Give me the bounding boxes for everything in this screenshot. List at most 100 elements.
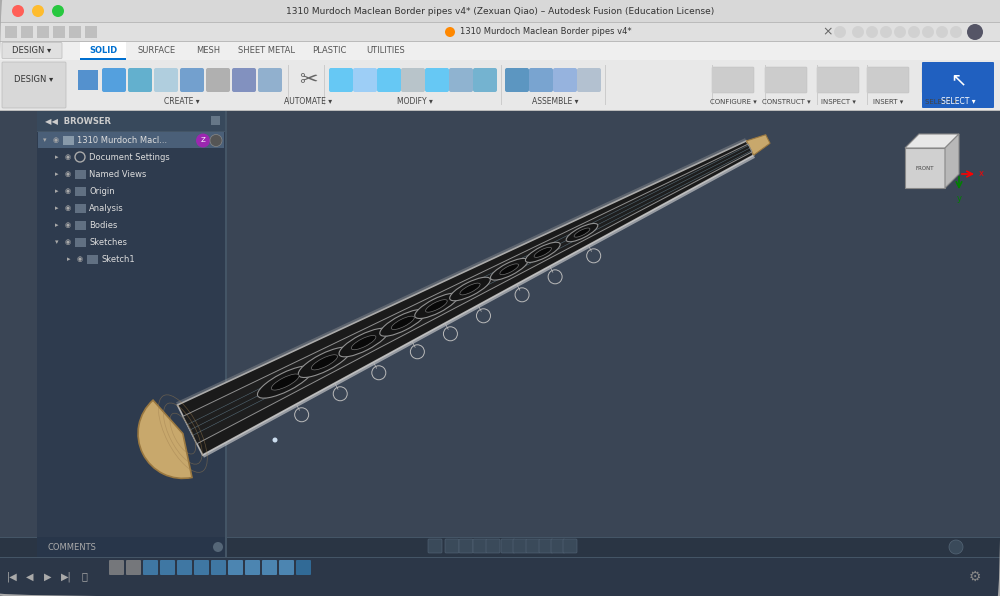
FancyBboxPatch shape — [401, 68, 425, 92]
Text: SELECT ▾: SELECT ▾ — [925, 99, 957, 105]
Bar — [80, 57, 126, 60]
Bar — [75, 204, 86, 213]
Bar — [0, 23, 1000, 41]
Circle shape — [32, 5, 44, 17]
Text: Z: Z — [201, 138, 205, 144]
Ellipse shape — [391, 316, 414, 330]
Ellipse shape — [460, 283, 480, 295]
Bar — [0, 537, 1000, 557]
Bar — [0, 0, 1000, 22]
Bar — [75, 238, 86, 247]
Circle shape — [880, 26, 892, 38]
Circle shape — [852, 26, 864, 38]
FancyBboxPatch shape — [553, 68, 577, 92]
Circle shape — [967, 24, 983, 40]
Text: ▸: ▸ — [55, 188, 58, 194]
Text: PLASTIC: PLASTIC — [312, 46, 346, 55]
FancyBboxPatch shape — [177, 560, 192, 575]
Text: ◉: ◉ — [65, 172, 71, 178]
FancyBboxPatch shape — [245, 560, 260, 575]
Bar — [37, 111, 225, 131]
FancyBboxPatch shape — [817, 67, 859, 93]
Text: 1310 Murdoch Maclean Border pipes v4*: 1310 Murdoch Maclean Border pipes v4* — [460, 27, 632, 36]
Ellipse shape — [500, 264, 519, 275]
FancyBboxPatch shape — [128, 68, 152, 92]
FancyBboxPatch shape — [232, 68, 256, 92]
Polygon shape — [746, 135, 770, 155]
Ellipse shape — [450, 277, 490, 301]
Bar — [605, 65, 606, 105]
FancyBboxPatch shape — [160, 560, 175, 575]
Text: MESH: MESH — [196, 46, 220, 55]
Bar — [0, 110, 1000, 111]
FancyBboxPatch shape — [2, 42, 62, 58]
FancyBboxPatch shape — [126, 560, 141, 575]
Circle shape — [210, 135, 222, 147]
FancyBboxPatch shape — [526, 539, 540, 553]
Ellipse shape — [525, 242, 560, 262]
Bar — [75, 170, 86, 179]
FancyBboxPatch shape — [279, 560, 294, 575]
Bar — [712, 65, 713, 105]
Bar — [501, 65, 502, 105]
Text: Named Views: Named Views — [89, 170, 146, 179]
Bar — [75, 221, 86, 230]
FancyBboxPatch shape — [180, 68, 204, 92]
Polygon shape — [176, 138, 746, 405]
FancyBboxPatch shape — [228, 560, 243, 575]
FancyBboxPatch shape — [428, 539, 442, 553]
Bar — [75, 187, 86, 196]
Circle shape — [936, 26, 948, 38]
Bar — [0, 537, 1000, 538]
Text: ◀◀  BROWSER: ◀◀ BROWSER — [45, 116, 111, 126]
Text: ▶|: ▶| — [61, 571, 71, 582]
FancyBboxPatch shape — [194, 560, 209, 575]
Ellipse shape — [298, 347, 351, 377]
Text: ×: × — [823, 26, 833, 39]
Text: Document Settings: Document Settings — [89, 153, 170, 162]
Ellipse shape — [311, 355, 337, 370]
Bar — [0, 60, 1000, 110]
Text: ◉: ◉ — [53, 138, 59, 144]
Bar — [765, 65, 766, 105]
Text: ▶: ▶ — [44, 572, 52, 582]
FancyBboxPatch shape — [206, 68, 230, 92]
Text: 1310 Murdoch Macl...: 1310 Murdoch Macl... — [77, 136, 167, 145]
Text: ▾: ▾ — [55, 240, 58, 246]
Bar — [5, 26, 17, 38]
Bar — [85, 26, 97, 38]
Text: ◀: ◀ — [26, 572, 34, 582]
Text: SHEET METAL: SHEET METAL — [238, 46, 294, 55]
Bar — [78, 70, 98, 90]
FancyBboxPatch shape — [154, 68, 178, 92]
Text: ▸: ▸ — [55, 172, 58, 178]
Text: UTILITIES: UTILITIES — [367, 46, 405, 55]
Ellipse shape — [415, 293, 458, 318]
Text: ⏹: ⏹ — [81, 572, 87, 582]
FancyBboxPatch shape — [445, 539, 459, 553]
Bar — [80, 42, 126, 60]
Ellipse shape — [339, 328, 388, 357]
Circle shape — [12, 5, 24, 17]
Bar — [53, 26, 65, 38]
FancyBboxPatch shape — [262, 560, 277, 575]
Text: y: y — [956, 194, 962, 203]
FancyBboxPatch shape — [109, 560, 124, 575]
Text: DESIGN ▾: DESIGN ▾ — [14, 76, 54, 85]
Ellipse shape — [490, 259, 528, 280]
Bar — [37, 537, 225, 557]
FancyBboxPatch shape — [2, 62, 66, 108]
FancyBboxPatch shape — [765, 67, 807, 93]
FancyBboxPatch shape — [473, 68, 497, 92]
FancyBboxPatch shape — [922, 62, 994, 108]
FancyBboxPatch shape — [563, 539, 577, 553]
Bar — [69, 26, 81, 38]
Circle shape — [866, 26, 878, 38]
Text: FRONT: FRONT — [916, 166, 934, 170]
FancyBboxPatch shape — [473, 539, 487, 553]
FancyBboxPatch shape — [505, 68, 529, 92]
Polygon shape — [203, 155, 755, 458]
Text: INSERT ▾: INSERT ▾ — [873, 99, 903, 105]
Text: Analysis: Analysis — [89, 204, 124, 213]
FancyBboxPatch shape — [449, 68, 473, 92]
